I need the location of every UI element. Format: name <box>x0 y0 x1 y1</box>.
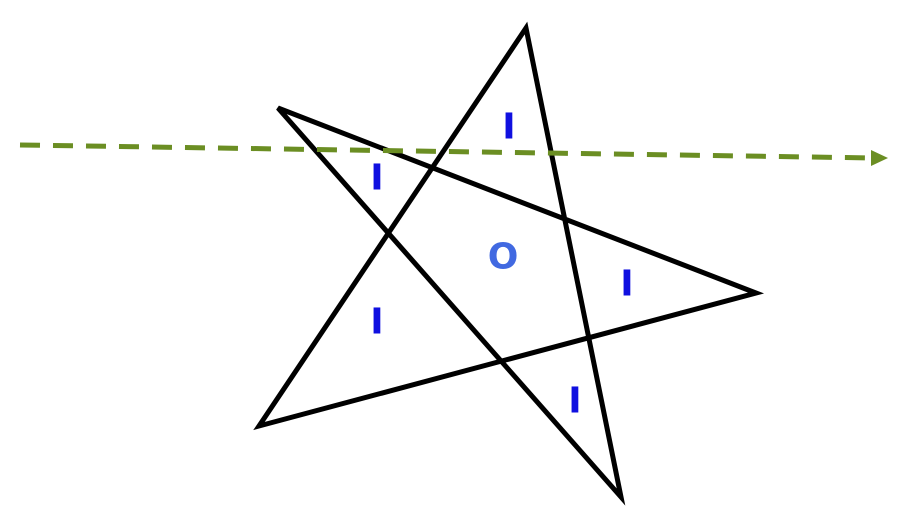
label-right-point: I <box>620 264 633 305</box>
label-upper-left-point: I <box>370 158 383 199</box>
label-top-point: I <box>502 107 515 148</box>
label-lower-left-point: I <box>370 302 383 343</box>
label-bottom-point: I <box>568 381 581 422</box>
label-center-region: O <box>488 237 519 278</box>
pentagram-outline <box>253 21 765 506</box>
ray-arrowhead-icon <box>871 150 888 166</box>
dashed-ray <box>19 142 875 161</box>
